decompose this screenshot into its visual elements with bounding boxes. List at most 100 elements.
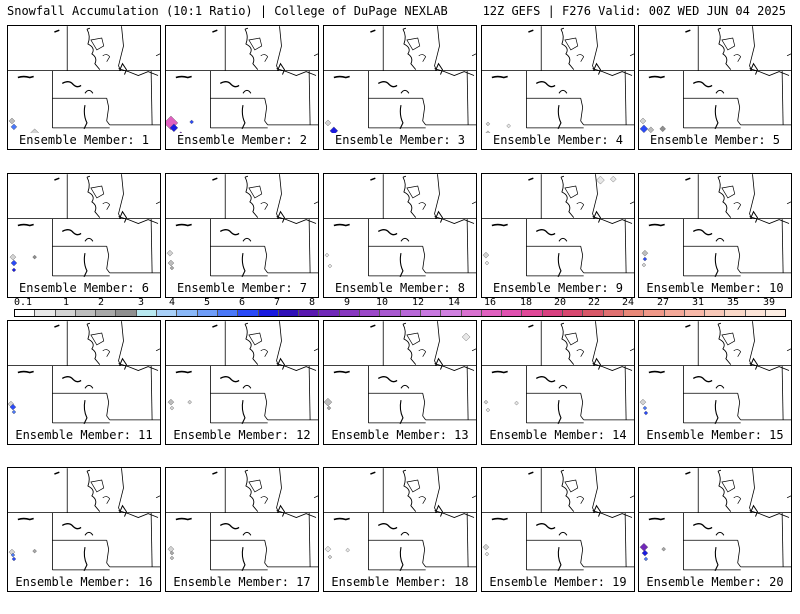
colorbar-tick-label: 24	[621, 297, 635, 308]
colorbar-tick-label: 5	[203, 297, 211, 308]
snowfall-contour	[11, 409, 17, 415]
snowfall-contour	[639, 542, 649, 552]
snowfall-map	[7, 467, 161, 592]
colorbar-swatch	[380, 310, 401, 316]
snowfall-contour	[596, 175, 605, 185]
colorbar-tick-labels: 0.1 1 2 3 4 5 6 7 8 9 10 12 14 16 18 20 22 24 27 31 35 39	[14, 297, 786, 309]
snowfall-map	[638, 467, 792, 592]
state-borders	[482, 174, 634, 278]
snowfall-contour	[643, 410, 649, 416]
state-borders	[482, 468, 634, 572]
snowfall-contour	[642, 405, 648, 411]
snowfall-map	[323, 25, 477, 150]
snowfall-contour	[179, 131, 183, 133]
state-borders	[166, 321, 318, 425]
snowfall-contour	[461, 332, 471, 342]
state-borders	[324, 174, 476, 278]
ensemble-member-label: Ensemble Member: 10	[646, 281, 784, 295]
colorbar-tick-label: 22	[587, 297, 601, 308]
snowfall-contour	[10, 259, 18, 267]
snowfall-contour	[485, 407, 491, 413]
snowfall-contour	[345, 547, 350, 553]
snowfall-contour	[8, 117, 16, 125]
ensemble-member-panel-14: Ensemble Member: 14	[481, 320, 635, 467]
snowfall-map	[323, 467, 477, 592]
colorbar-swatch	[400, 310, 421, 316]
ensemble-member-panel-10: Ensemble Member: 10	[638, 173, 792, 320]
map-canvas	[166, 26, 318, 133]
state-borders	[482, 321, 634, 425]
ensemble-member-panel-5: Ensemble Member: 5	[638, 25, 792, 172]
colorbar-tick-label: 8	[308, 297, 316, 308]
snowfall-contour	[166, 115, 179, 131]
colorbar-tick-label: 1	[62, 297, 70, 308]
snowfall-contour	[641, 549, 649, 557]
snowfall-contour	[647, 126, 655, 133]
snowfall-contour	[484, 260, 490, 266]
snowfall-contour	[30, 128, 39, 133]
colorbar-swatch	[299, 310, 320, 316]
colorbar-tick-label: 6	[238, 297, 246, 308]
state-borders	[639, 321, 791, 425]
snowfall-map	[638, 173, 792, 298]
colorbar-swatch	[461, 310, 482, 316]
snowfall-contour	[10, 552, 16, 558]
snowfall-contour	[169, 123, 179, 133]
ensemble-member-label: Ensemble Member: 3	[334, 133, 466, 147]
state-borders	[639, 468, 791, 572]
ensemble-member-panel-15: Ensemble Member: 15	[638, 320, 792, 467]
snowfall-contour	[32, 254, 37, 260]
colorbar-swatches	[14, 309, 786, 317]
snowfall-contour	[324, 119, 332, 127]
snowfall-contour	[482, 251, 490, 259]
colorbar-tick-label: 10	[375, 297, 389, 308]
snowfall-contour	[169, 550, 175, 556]
ensemble-member-label: Ensemble Member: 17	[173, 575, 311, 589]
ensemble-member-label: Ensemble Member: 9	[492, 281, 624, 295]
colorbar-swatch	[725, 310, 746, 316]
ensemble-member-panel-8: Ensemble Member: 8	[323, 173, 477, 320]
snowfall-contour	[485, 130, 491, 133]
map-canvas	[639, 26, 791, 133]
colorbar-swatch	[563, 310, 584, 316]
snowfall-map	[481, 467, 635, 592]
snowfall-contour	[484, 551, 490, 557]
state-borders	[166, 468, 318, 572]
ensemble-member-panel-6: Ensemble Member: 6	[7, 173, 161, 320]
ensemble-member-label: Ensemble Member: 4	[492, 133, 624, 147]
snowfall-contour	[324, 252, 330, 258]
ensemble-member-label: Ensemble Member: 19	[489, 575, 627, 589]
snowfall-contour	[639, 398, 647, 406]
snowfall-contour	[167, 259, 175, 267]
colorbar-swatch	[35, 310, 56, 316]
colorbar-swatch	[745, 310, 766, 316]
map-canvas	[324, 468, 476, 572]
snowfall-contour	[639, 124, 649, 133]
colorbar-swatch	[197, 310, 218, 316]
ensemble-member-label: Ensemble Member: 8	[334, 281, 466, 295]
snowfall-contour	[326, 405, 332, 411]
state-borders	[482, 26, 634, 130]
map-canvas	[166, 468, 318, 572]
colorbar-tick-label: 14	[447, 297, 461, 308]
snowfall-map	[638, 320, 792, 445]
colorbar-swatch	[644, 310, 665, 316]
state-borders	[8, 468, 160, 572]
snowfall-contour	[32, 548, 37, 554]
snowfall-contour	[11, 267, 17, 273]
snowfall-contour	[327, 554, 333, 560]
ensemble-member-label: Ensemble Member: 16	[15, 575, 153, 589]
colorbar-swatch	[217, 310, 239, 316]
colorbar-swatch	[583, 310, 604, 316]
ensemble-member-panel-16: Ensemble Member: 16	[7, 467, 161, 614]
colorbar-tick-label: 2	[97, 297, 105, 308]
ensemble-member-label: Ensemble Member: 2	[176, 133, 308, 147]
colorbar-tick-label: 35	[726, 297, 740, 308]
state-borders	[8, 321, 160, 425]
colorbar-tick-label: 7	[273, 297, 281, 308]
ensemble-member-panel-17: Ensemble Member: 17	[165, 467, 319, 614]
map-canvas	[482, 468, 634, 572]
snowfall-contour	[506, 123, 511, 129]
snowfall-contour	[610, 175, 617, 183]
map-canvas	[639, 174, 791, 278]
